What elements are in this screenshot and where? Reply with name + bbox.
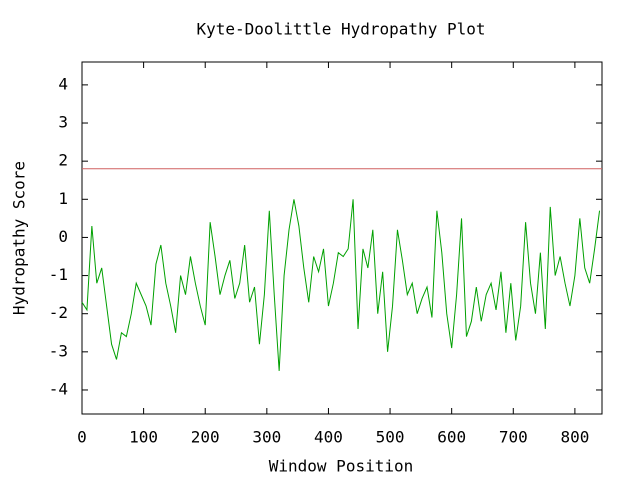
y-tick-label: 4 [58,74,68,93]
y-tick-label: 2 [58,151,68,170]
x-tick-label: 200 [191,428,220,447]
x-tick-label: 0 [77,428,87,447]
x-axis-label: Window Position [269,457,414,476]
plot-frame [81,61,603,415]
x-tick-label: 300 [252,428,281,447]
y-tick-label: 0 [58,227,68,246]
y-tick-label: -3 [49,341,68,360]
x-tick-label: 600 [437,428,466,447]
y-axis-label: Hydropathy Score [10,161,29,315]
x-tick-label: 500 [376,428,405,447]
x-tick-label: 100 [129,428,158,447]
x-tick-label: 400 [314,428,343,447]
x-tick-label: 800 [560,428,589,447]
y-tick-label: -2 [49,303,68,322]
data-line [81,199,601,371]
y-tick-label: -1 [49,265,68,284]
y-tick-label: -4 [49,379,68,398]
x-tick-label: 700 [499,428,528,447]
y-tick-label: 1 [58,189,68,208]
chart-title: Kyte-Doolittle Hydropathy Plot [197,20,486,39]
y-tick-label: 3 [58,113,68,132]
